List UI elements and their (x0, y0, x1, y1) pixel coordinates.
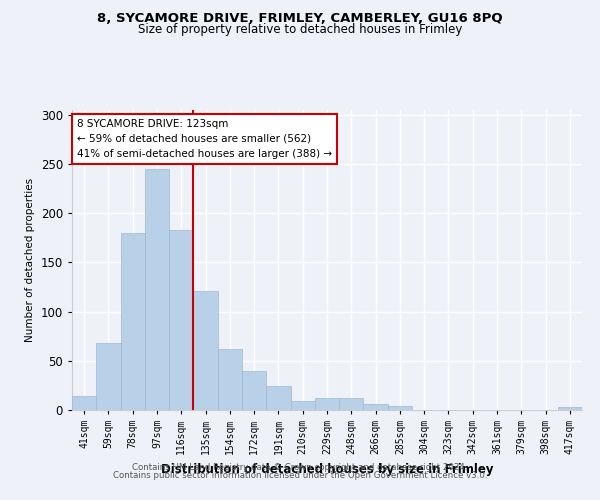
Bar (558, 407, 582, 410)
Bar (121, 233, 145, 410)
Bar (145, 169, 169, 410)
Bar (242, 370, 266, 410)
Text: Size of property relative to detached houses in Frimley: Size of property relative to detached ho… (138, 22, 462, 36)
Text: 8 SYCAMORE DRIVE: 123sqm
← 59% of detached houses are smaller (562)
41% of semi-: 8 SYCAMORE DRIVE: 123sqm ← 59% of detach… (77, 119, 332, 158)
Bar (339, 398, 364, 410)
Bar (290, 401, 315, 410)
Text: 8, SYCAMORE DRIVE, FRIMLEY, CAMBERLEY, GU16 8PQ: 8, SYCAMORE DRIVE, FRIMLEY, CAMBERLEY, G… (97, 12, 503, 26)
Text: Contains public sector information licensed under the Open Government Licence v3: Contains public sector information licen… (113, 471, 487, 480)
Bar (169, 230, 193, 410)
Bar (218, 349, 242, 410)
Bar (388, 406, 412, 410)
Bar (266, 386, 290, 410)
Bar (315, 398, 339, 410)
Bar (96, 343, 121, 410)
Y-axis label: Number of detached properties: Number of detached properties (25, 178, 35, 342)
Bar (72, 396, 96, 410)
Text: Contains HM Land Registry data © Crown copyright and database right 2024.: Contains HM Land Registry data © Crown c… (132, 464, 468, 472)
Bar (193, 291, 218, 410)
Bar (364, 404, 388, 410)
X-axis label: Distribution of detached houses by size in Frimley: Distribution of detached houses by size … (161, 462, 493, 475)
